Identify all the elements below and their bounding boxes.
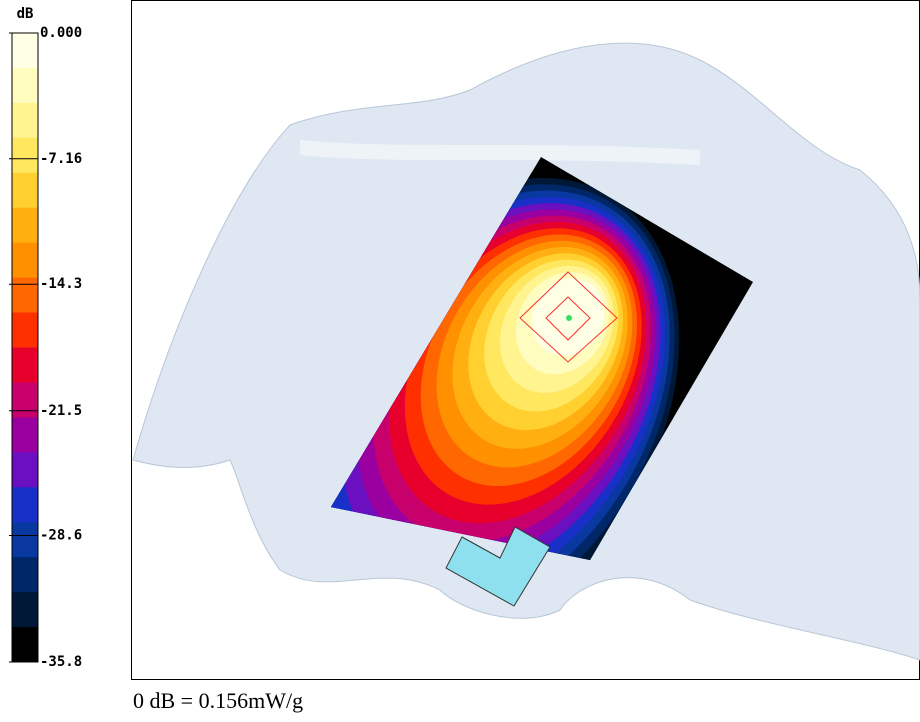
colorbar-tick-label: 0.000: [40, 25, 82, 41]
colorbar-band: [12, 137, 38, 174]
colorbar-band: [12, 592, 38, 628]
colorbar-band: [12, 452, 38, 488]
footnote: 0 dB = 0.156mW/g: [133, 688, 303, 713]
colorbar-band: [12, 487, 38, 523]
peak-point: [566, 315, 572, 321]
colorbar-band: [12, 522, 38, 558]
colorbar-tick-label: -7.16: [40, 151, 82, 167]
colorbar-tick-label: -35.8: [40, 654, 82, 670]
colorbar-band: [12, 102, 38, 139]
colorbar-band: [12, 33, 38, 69]
colorbar-band: [12, 172, 38, 209]
head-highlight: [300, 140, 700, 165]
colorbar-band: [12, 312, 38, 348]
colorbar-band: [12, 627, 38, 663]
colorbar-label: dB: [17, 6, 34, 22]
colorbar-band: [12, 277, 38, 314]
colorbar-tick-label: -14.3: [40, 276, 82, 292]
colorbar-band: [12, 207, 38, 244]
colorbar-band: [12, 417, 38, 453]
peak-marker: [519, 271, 618, 363]
phone-notch: [445, 526, 551, 607]
colorbar-band: [12, 242, 38, 279]
colorbar-tick-label: -21.5: [40, 403, 82, 419]
colorbar-band: [12, 557, 38, 593]
colorbar-tick-label: -28.6: [40, 527, 82, 543]
colorbar-band: [12, 67, 38, 104]
colorbar-band: [12, 347, 38, 383]
colorbar-band: [12, 382, 38, 418]
